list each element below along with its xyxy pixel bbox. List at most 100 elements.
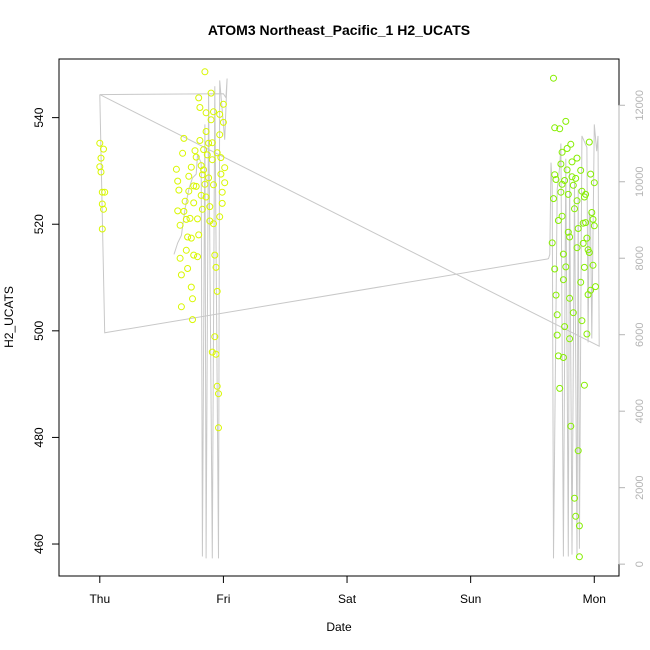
data-point — [184, 265, 192, 272]
point-series — [96, 68, 599, 561]
data-point — [172, 165, 180, 173]
altitude-line-series — [99, 78, 600, 559]
data-point — [556, 384, 564, 392]
x-tick-label: Fri — [216, 592, 230, 606]
data-point — [567, 422, 575, 430]
y-axis-right: 0 2000 4000 6000 8000 10000 12000 — [618, 90, 646, 567]
data-point — [585, 249, 593, 256]
data-point — [577, 166, 585, 174]
chart-title: ATOM3 Northeast_Pacific_1 H2_UCATS — [208, 22, 470, 38]
data-point — [98, 200, 106, 208]
data-point — [550, 195, 557, 203]
data-point — [207, 116, 215, 124]
data-point — [592, 283, 599, 291]
data-point — [195, 94, 203, 102]
data-point — [561, 323, 569, 331]
data-point — [218, 188, 226, 196]
data-point — [572, 512, 580, 520]
data-point — [186, 214, 194, 222]
data-point — [98, 225, 106, 233]
data-point — [218, 199, 226, 207]
data-point — [583, 234, 591, 242]
data-point — [557, 188, 565, 196]
data-point — [211, 333, 219, 341]
data-point — [574, 447, 582, 455]
data-point — [189, 316, 196, 324]
x-axis: Thu Fri Sat Sun Mon — [89, 575, 606, 606]
y-axis-left: 460 480 500 520 540 — [32, 107, 60, 554]
data-point — [205, 174, 213, 182]
data-point — [561, 177, 569, 184]
data-point — [202, 128, 210, 135]
x-tick-label: Thu — [89, 592, 110, 606]
data-point — [197, 191, 205, 199]
y2-tick-label: 4000 — [634, 399, 646, 423]
data-point — [572, 174, 580, 182]
data-point — [557, 160, 565, 168]
data-point — [191, 147, 199, 155]
data-point — [568, 173, 576, 181]
data-point — [190, 199, 198, 207]
data-point — [177, 271, 185, 279]
data-point — [187, 283, 195, 291]
y-axis-label: H2_UCATS — [2, 286, 16, 348]
data-point — [219, 118, 227, 126]
data-point — [215, 390, 222, 398]
data-point — [580, 263, 588, 271]
data-point — [175, 186, 183, 194]
y-tick-label: 480 — [32, 427, 46, 447]
data-point — [559, 354, 567, 361]
data-point — [571, 494, 578, 502]
data-point — [551, 171, 559, 179]
data-point — [189, 295, 196, 303]
data-point — [587, 170, 595, 178]
data-point — [553, 331, 561, 339]
data-point — [98, 188, 106, 196]
data-point — [174, 177, 182, 185]
data-point — [590, 222, 598, 230]
x-tick-label: Sat — [338, 592, 357, 606]
data-point — [205, 139, 213, 147]
data-point — [564, 190, 572, 198]
data-point — [208, 348, 216, 356]
data-point — [215, 424, 222, 432]
data-point — [179, 149, 187, 157]
x-tick-label: Mon — [583, 592, 606, 606]
data-point — [182, 215, 190, 223]
data-point — [589, 215, 597, 223]
data-point — [583, 330, 591, 338]
data-point — [564, 228, 572, 236]
data-point — [181, 197, 189, 205]
data-point — [192, 153, 200, 161]
data-point — [580, 193, 588, 201]
y-tick-label: 540 — [32, 107, 46, 127]
data-point — [210, 181, 217, 189]
data-point — [174, 207, 182, 215]
data-point — [213, 149, 221, 157]
data-point — [569, 309, 577, 317]
data-point — [190, 251, 198, 259]
y2-tick-label: 8000 — [634, 246, 646, 270]
data-point — [202, 109, 210, 117]
data-point — [558, 148, 566, 156]
data-point — [213, 382, 221, 390]
data-point — [192, 182, 200, 190]
data-point — [575, 522, 583, 530]
data-point — [198, 171, 206, 179]
data-point — [180, 134, 188, 142]
data-point — [195, 231, 203, 239]
data-point — [552, 176, 560, 183]
data-point — [585, 138, 593, 146]
data-point — [573, 197, 581, 205]
data-point — [551, 265, 559, 273]
data-point — [208, 156, 216, 164]
data-point — [562, 117, 570, 125]
data-point — [216, 110, 224, 118]
data-point — [200, 146, 208, 154]
data-point — [210, 108, 217, 116]
data-point — [203, 151, 211, 159]
data-point — [182, 246, 190, 254]
data-point — [187, 234, 195, 242]
data-point — [213, 287, 221, 295]
